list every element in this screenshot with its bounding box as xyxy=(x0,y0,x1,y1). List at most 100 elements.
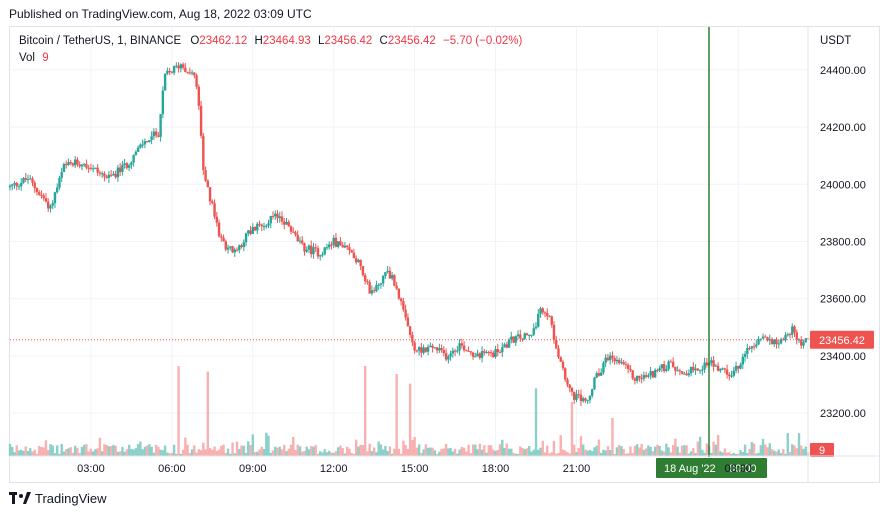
candle-body xyxy=(166,70,169,74)
candle-body xyxy=(550,316,553,325)
volume-bar xyxy=(368,443,371,456)
volume-bar xyxy=(577,447,580,456)
candle-body xyxy=(33,182,36,189)
candle-body xyxy=(314,247,317,249)
volume-bar xyxy=(525,448,529,456)
volume-bar xyxy=(449,447,452,456)
candle-body xyxy=(67,162,70,166)
volume-bar xyxy=(193,445,196,456)
candle-body xyxy=(82,164,86,166)
volume-bar xyxy=(696,441,700,456)
volume-bar xyxy=(485,452,488,456)
candle-body xyxy=(543,312,547,314)
candle-body xyxy=(674,366,677,371)
volume-bar xyxy=(743,444,747,456)
volume-bar xyxy=(199,450,203,456)
candle-body xyxy=(26,179,30,181)
candle-body xyxy=(746,348,749,354)
volume-bar xyxy=(238,449,241,456)
tradingview-logo[interactable]: TradingView xyxy=(9,491,107,506)
volume-bar xyxy=(539,447,542,456)
volume-bar xyxy=(622,449,625,456)
volume-bar xyxy=(33,449,36,456)
candle-body xyxy=(204,170,207,181)
volume-bar xyxy=(242,445,245,456)
candle-body xyxy=(687,373,691,376)
candle-body xyxy=(76,159,79,165)
candle-body xyxy=(748,348,751,350)
volume-bar xyxy=(543,452,547,456)
candle-body xyxy=(184,67,187,72)
crosshair-time-text: 00:00 xyxy=(729,463,757,475)
candle-body xyxy=(575,394,578,400)
volume-bar xyxy=(71,452,75,456)
candle-body xyxy=(541,308,544,313)
candle-body xyxy=(202,135,205,171)
volume-bar xyxy=(797,433,801,456)
volume-bar xyxy=(215,450,219,456)
time-tick-label: 03:00 xyxy=(725,463,753,475)
volume-bar xyxy=(323,449,326,456)
volume-bar xyxy=(357,446,360,456)
candle-body xyxy=(177,65,180,69)
volume-bar xyxy=(354,439,358,456)
volume-bar xyxy=(244,452,248,456)
candle-body xyxy=(29,178,32,180)
candle-body xyxy=(725,369,729,375)
candle-body xyxy=(40,194,43,196)
volume-bar xyxy=(121,446,124,456)
volume-bar xyxy=(564,450,567,456)
candle-body xyxy=(381,276,385,284)
volume-bar xyxy=(467,444,470,456)
volume-bar xyxy=(429,447,432,456)
crosshair-date-text: 18 Aug '22 xyxy=(664,463,716,475)
currency-label[interactable]: USDT xyxy=(820,35,852,47)
volume-bar xyxy=(460,446,464,456)
candle-body xyxy=(669,361,673,363)
volume-bar xyxy=(22,450,25,456)
volume-bar xyxy=(710,452,713,456)
volume-bar xyxy=(170,452,174,456)
candle-body xyxy=(440,348,443,351)
volume-bar xyxy=(141,449,144,456)
volume-bar xyxy=(233,453,236,456)
candle-body xyxy=(501,347,504,353)
candle-body xyxy=(712,360,715,367)
candle-body xyxy=(602,362,605,373)
candle-body xyxy=(516,334,520,337)
volume-bar xyxy=(249,444,252,456)
candle-body xyxy=(341,245,344,248)
volume-bar xyxy=(35,453,39,456)
volume-bar xyxy=(325,452,329,456)
candle-body xyxy=(802,342,805,346)
candle-body xyxy=(402,301,405,310)
volume-bar xyxy=(130,449,133,456)
candle-body xyxy=(532,328,535,335)
volume-bar xyxy=(202,442,205,456)
candle-body xyxy=(471,352,475,357)
candle-body xyxy=(224,241,227,250)
candle-body xyxy=(642,375,646,379)
symbol-label[interactable]: Bitcoin / TetherUS, 1, BINANCE xyxy=(19,35,182,47)
candle-body xyxy=(404,309,407,318)
candle-body xyxy=(777,343,780,345)
legend-volume: Vol 9 xyxy=(19,52,49,64)
volume-bar xyxy=(658,446,661,456)
candle-body xyxy=(238,245,241,251)
candle-body xyxy=(465,350,468,352)
volume-bar xyxy=(276,447,279,456)
low-label: L xyxy=(317,35,325,47)
candle-body xyxy=(782,339,785,341)
volume-bar xyxy=(474,444,477,456)
volume-bar xyxy=(159,449,162,456)
volume-bar xyxy=(680,445,684,456)
candle-body xyxy=(791,326,794,335)
volume-bar xyxy=(179,453,183,456)
volume-bar xyxy=(404,444,407,456)
price-tick-label: 24000.00 xyxy=(820,179,866,191)
candle-body xyxy=(667,361,670,370)
volume-bar xyxy=(345,446,349,456)
volume-bar xyxy=(503,447,506,456)
volume-bar xyxy=(292,436,295,456)
